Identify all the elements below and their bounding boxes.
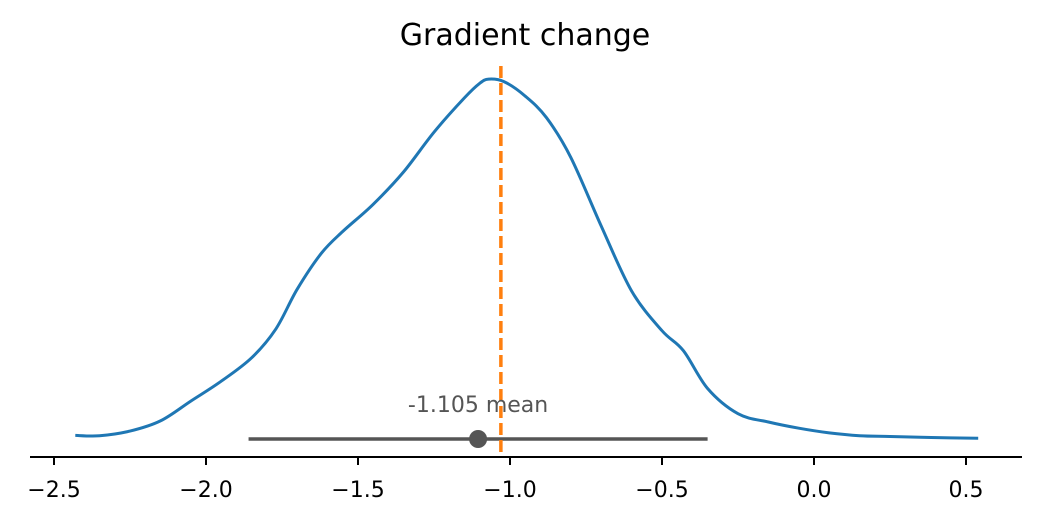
x-tick-label: −2.5	[27, 478, 80, 503]
x-tick-label: −2.0	[179, 478, 232, 503]
x-tick-label: −1.0	[483, 478, 536, 503]
x-axis: −2.5 −2.0 −1.5 −1.0 −0.5 0.0 0.5	[27, 457, 984, 503]
x-tick-label: −0.5	[635, 478, 688, 503]
plot-area	[75, 66, 979, 457]
x-tick-label: 0.0	[797, 478, 832, 503]
density-curve-0	[75, 77, 979, 440]
chart-title: Gradient change	[400, 18, 651, 53]
x-tick-label: −1.5	[331, 478, 384, 503]
mean-point	[469, 430, 488, 448]
x-tick-label: 0.5	[949, 478, 984, 503]
mean-annotation: -1.105 mean	[408, 393, 548, 418]
